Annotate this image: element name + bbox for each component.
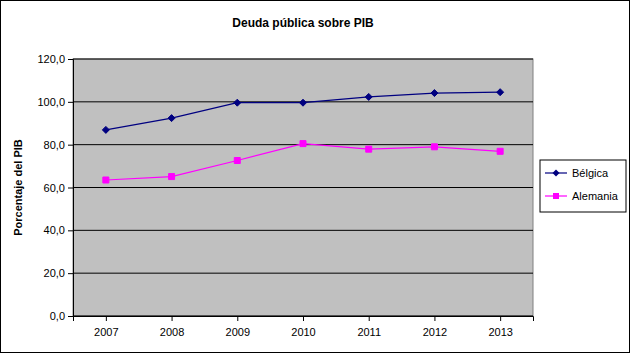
series-marker — [234, 158, 240, 164]
series-marker — [300, 141, 306, 147]
chart: Deuda pública sobre PIB 0,0 20,0 40,0 60,0 80… — [0, 0, 630, 353]
grid-line — [73, 187, 533, 188]
x-tick: 2007 — [94, 316, 118, 338]
x-tick-mark — [500, 316, 501, 321]
y-tick: 100,0 — [37, 96, 73, 108]
x-tick-mark — [434, 316, 435, 321]
series-marker — [431, 144, 437, 150]
x-tick-label: 2010 — [291, 326, 315, 338]
y-tick-label: 60,0 — [44, 182, 65, 194]
x-tick: 2009 — [226, 316, 250, 338]
grid-line — [73, 230, 533, 231]
x-tick: 2012 — [423, 316, 447, 338]
legend-frame — [540, 160, 626, 212]
y-axis-line — [68, 60, 74, 317]
x-tick-mark — [106, 316, 107, 321]
x-tick-label: 2013 — [488, 326, 512, 338]
y-tick: 120,0 — [37, 53, 73, 65]
y-tick-mark — [68, 273, 73, 274]
y-tick-label: 40,0 — [44, 224, 65, 236]
y-axis: 0,0 20,0 40,0 60,0 80,0 100,0 120,0 — [37, 53, 73, 322]
y-tick-mark — [68, 188, 73, 189]
x-tick-label: 2009 — [226, 326, 250, 338]
series — [102, 89, 503, 134]
x-axis: 2007 2008 2009 2010 2011 2012 2013 — [74, 316, 534, 338]
y-tick-mark — [68, 316, 73, 317]
x-tick-mark — [303, 316, 304, 321]
grid — [73, 59, 533, 316]
series-marker — [234, 99, 241, 106]
series — [103, 141, 503, 183]
series-marker — [365, 93, 372, 100]
grid-line — [73, 273, 533, 274]
series-marker — [431, 90, 438, 97]
title: Deuda pública sobre PIB — [232, 16, 374, 30]
grid-line — [73, 59, 533, 60]
series-marker — [169, 174, 175, 180]
x-tick: 2013 — [488, 316, 512, 338]
y-axis-title: Porcentaje del PIB — [12, 139, 24, 236]
marks — [102, 89, 503, 183]
x-tick-label: 2007 — [94, 326, 118, 338]
y-tick-mark — [68, 230, 73, 231]
series-line — [106, 144, 500, 180]
y-tick: 20,0 — [44, 267, 73, 279]
legend-label: Alemania — [572, 190, 619, 202]
legend-marker — [553, 170, 560, 177]
y-tick: 40,0 — [44, 224, 73, 236]
x-tick: 2008 — [160, 316, 184, 338]
y-tick-mark — [68, 59, 73, 60]
series-marker — [497, 89, 504, 96]
series-marker — [366, 146, 372, 152]
y-tick: 0,0 — [50, 310, 73, 322]
x-tick-mark — [369, 316, 370, 321]
y-tick-label: 80,0 — [44, 139, 65, 151]
series-marker — [103, 177, 109, 183]
x-tick-label: 2012 — [423, 326, 447, 338]
series-marker — [168, 115, 175, 122]
y-tick-mark — [68, 102, 73, 103]
series-line — [106, 92, 500, 130]
x-tick-label: 2011 — [357, 326, 381, 338]
plot-area — [73, 59, 533, 316]
x-tick-mark — [237, 316, 238, 321]
x-tick-mark — [172, 316, 173, 321]
y-tick-label: 120,0 — [37, 53, 65, 65]
x-tick-label: 2008 — [160, 326, 184, 338]
series-marker — [497, 148, 503, 154]
y-tick: 80,0 — [44, 139, 73, 151]
x-tick: 2010 — [291, 316, 315, 338]
legend: Bélgica Alemania — [540, 160, 626, 212]
legend-label: Bélgica — [572, 167, 609, 179]
x-tick: 2011 — [357, 316, 381, 338]
y-tick: 60,0 — [44, 182, 73, 194]
y-tick-label: 100,0 — [37, 96, 65, 108]
chart-frame — [1, 1, 630, 353]
legend-marker — [553, 193, 559, 199]
y-tick-label: 0,0 — [50, 310, 65, 322]
y-tick-label: 20,0 — [44, 267, 65, 279]
x-axis-line — [74, 317, 534, 322]
series-marker — [300, 99, 307, 106]
y-tick-mark — [68, 145, 73, 146]
series-marker — [102, 126, 109, 133]
